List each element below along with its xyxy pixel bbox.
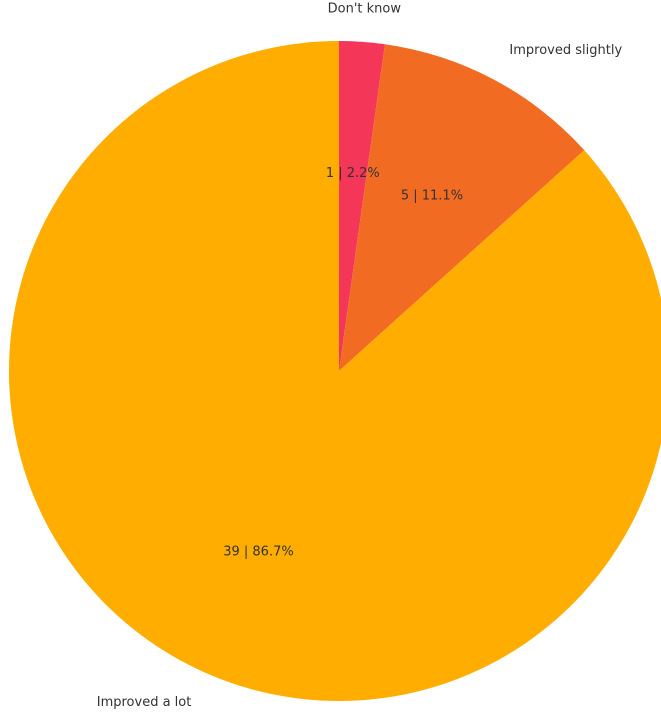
pie-slices [9, 41, 661, 701]
value-label-improved-slightly: 5 | 11.1% [401, 189, 463, 204]
value-label-don-t-know: 1 | 2.2% [326, 166, 380, 181]
pie-labels: 1 | 2.2% Don't know 5 | 11.1% Improved slig… [97, 1, 623, 710]
pie-slice-don-t-know [339, 41, 385, 371]
category-label-don-t-know: Don't know [328, 1, 402, 16]
value-label-improved-a-lot: 39 | 86.7% [223, 544, 293, 559]
category-label-improved-a-lot: Improved a lot [97, 695, 192, 710]
pie-slice-improved-slightly [339, 44, 585, 371]
category-label-improved-slightly: Improved slightly [509, 43, 622, 58]
pie-slice-improved-a-lot [9, 41, 661, 701]
